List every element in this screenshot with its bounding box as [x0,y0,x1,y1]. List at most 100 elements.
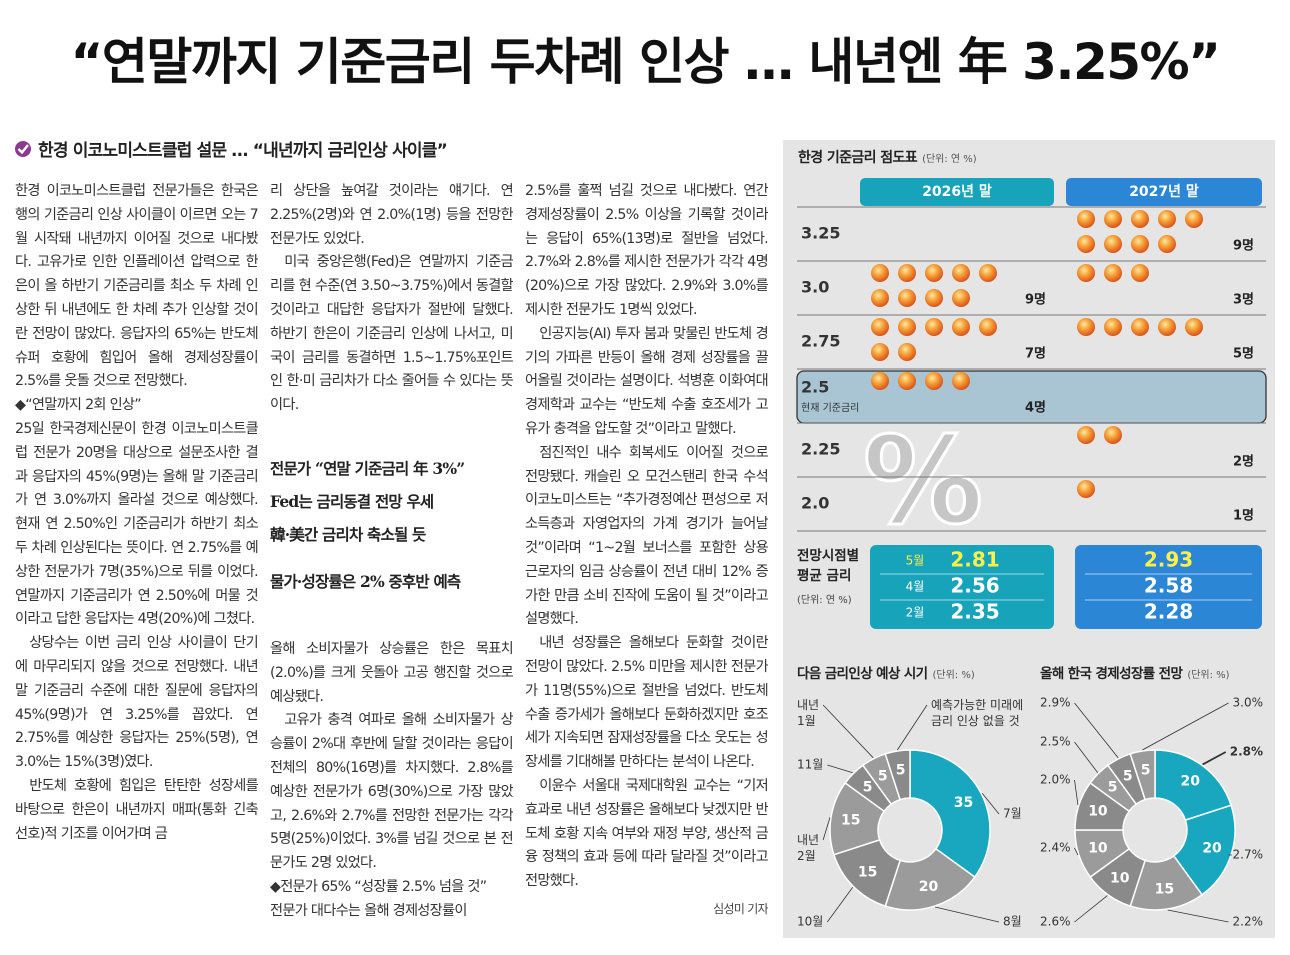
paragraph: 이윤수 서울대 국제대학원 교수는 “기저효과로 내년 성장률은 올해보다 낮겠… [525,777,768,890]
pull-quote-group: 물가·성장률은 2% 중후반 예측 [270,565,513,598]
rate-label: 3.25 [801,224,840,243]
section-title: 올해 한국 경제성장률 전망 [1040,665,1183,682]
paragraph: 한경 이코노미스트클럽 전문가들은 한국은행의 기준금리 인상 사이클이 이르면… [15,183,258,390]
averages-title: 전망시점별 [797,547,859,564]
dot [871,289,889,307]
average-value: 2.93 [1144,548,1193,572]
unit-label: (단위: 연 %) [797,593,852,606]
pull-quote-line: Fed는 금리동결 전망 우세 [270,491,434,511]
slice-label: 2.9% [1040,696,1071,710]
dot [952,264,970,282]
leader-line [1074,847,1079,856]
dot [1077,480,1095,498]
slice-label: 2.8% [1230,745,1263,759]
leader-line [1142,702,1229,751]
slice-value: 20 [1202,841,1222,857]
dot [1158,318,1176,336]
slice-label-line: 1월 [797,714,816,728]
paragraph: 점진적인 내수 회복세도 이어질 것으로 전망됐다. 캐슬린 오 모건스탠리 한… [525,444,768,628]
dot [1104,264,1122,282]
dot [952,372,970,390]
dot [1077,318,1095,336]
dot [925,372,943,390]
paragraph: 내년 성장률은 올해보다 둔화할 것이란 전망이 많았다. 2.5% 미만을 제… [525,635,768,771]
donut-slice [884,749,911,801]
dot [898,264,916,282]
dot [1131,264,1149,282]
slice-label: 3.0% [1233,696,1264,710]
dot [871,343,889,361]
pull-quote-line: 韓·美간 금리차 축소될 듯 [270,524,426,544]
pull-quote-line: 물가·성장률은 2% 중후반 예측 [270,571,461,591]
count-label: 3명 [1233,292,1254,308]
slice-label: 2.7% [1233,848,1264,862]
slice-value: 10 [1110,871,1130,887]
leader-line [981,792,1000,815]
column: 리 상단을 높여갈 것이라는 얘기다. 연 2.25%(2명)와 연 2.0%(… [270,180,513,945]
check-icon [15,140,31,157]
dot [1077,426,1095,444]
slice-label: 예측가능한 미래에 금리 인상 없을 것 [931,698,1023,728]
slice-label: 7월 [1003,807,1022,821]
dot [1104,318,1122,336]
slice-value: 15 [858,864,877,880]
dot [1131,235,1149,253]
paragraph: 고유가 충격 여파로 올해 소비자물가 상승률이 2%대 후반에 달할 것이라는… [270,712,513,872]
slice-value: 5 [1108,780,1118,796]
slice-label-line: 내년 [797,698,819,712]
dot [1131,210,1149,228]
column-header-label: 2027년 말 [1129,184,1199,200]
slice-label: 내년 1월 [797,698,819,728]
dot [871,318,889,336]
rate-label: 2.0 [801,494,829,513]
leader-line [1074,702,1119,759]
section-title: 한경 기준금리 점도표 [798,149,918,166]
slice-label: 내년 2월 [797,833,819,863]
dot [1104,210,1122,228]
column-header-label: 2026년 말 [922,184,992,200]
averages-title: 평균 금리 [797,567,851,584]
leader-line [1074,779,1079,806]
pull-quote: 전문가 “연말 기준금리 年 3%” Fed는 금리동결 전망 우세 韓·美간 금리… [270,452,513,598]
donut-slice [1172,804,1236,896]
unit-label: (단위: %) [933,668,975,681]
graphic-panel: 한경 기준금리 점도표 (단위: 연 %) 2026년 말 2027년 말% 3.25 9… [783,140,1275,938]
column: 2.5%를 훌쩍 넘길 것으로 내다봤다. 연간 경제성장률이 2.5% 이상을… [525,180,768,945]
donut-slice [909,749,991,879]
rate-note: 현재 기준금리 [801,402,859,414]
dot [925,264,943,282]
leader-line [1074,895,1108,923]
slice-value: 5 [1123,769,1133,785]
slice-value: 20 [1181,773,1201,789]
dot [925,289,943,307]
dot [898,372,916,390]
section-heading: ◆“연말까지 2회 인상” [15,397,142,414]
leader-line [827,764,853,774]
unit-label: (단위: 연 %) [922,152,977,165]
dot [1104,426,1122,444]
dot [898,289,916,307]
rate-label: 2.75 [801,332,840,351]
dot [1185,318,1203,336]
leader-line [1167,909,1229,923]
section-title: 다음 금리인상 예상 시기 [797,665,928,682]
paragraph: 올해 소비자물가 상승률은 한은 목표치(2.0%)를 크게 웃돌아 고공 행진… [270,640,513,705]
watermark: % [863,413,983,552]
slice-label-line: 내년 [797,833,819,847]
count-label: 1명 [1233,508,1254,524]
slice-value: 15 [841,813,860,829]
month-label: 4월 [906,580,925,594]
slice-value: 5 [896,763,906,779]
count-label: 7명 [1025,346,1046,362]
paragraph: 2.5%를 훌쩍 넘길 것으로 내다봤다. 연간 경제성장률이 2.5% 이상을… [525,183,768,318]
slice-value: 5 [863,780,873,796]
leader-line [896,704,928,751]
leader-line [1074,741,1099,773]
column: 한경 이코노미스트클럽 전문가들은 한국은행의 기준금리 인상 사이클이 이르면… [15,180,258,945]
leader-line [822,817,831,841]
slice-value: 5 [1141,763,1151,779]
dot [1158,235,1176,253]
column-header [1066,178,1262,206]
slice-label-line: 예측가능한 미래에 [931,698,1023,712]
count-label: 4명 [1025,400,1046,416]
